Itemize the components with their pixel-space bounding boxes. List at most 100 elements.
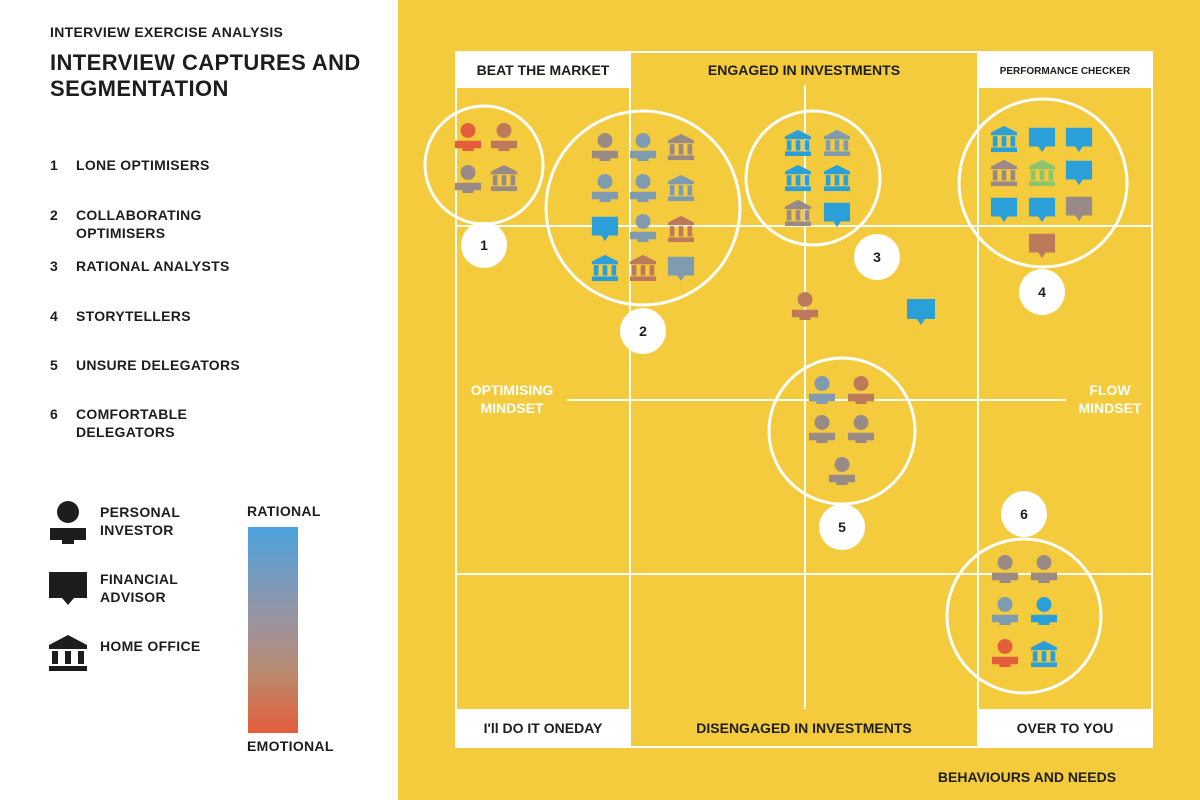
home-office-icon	[990, 125, 1018, 153]
cluster-number: 1	[480, 237, 488, 253]
cluster-number: 6	[1020, 506, 1028, 522]
home-office-icon	[784, 129, 812, 157]
cluster-badge-3: 3	[854, 234, 900, 280]
corner-label-over-to-you: OVER TO YOU	[1017, 720, 1114, 736]
personal-investor-icon	[629, 174, 657, 202]
personal-investor-icon	[454, 165, 482, 193]
personal-investor-icon	[828, 457, 856, 485]
legend-home-label: HOME OFFICE	[100, 638, 201, 654]
cluster-badge-4: 4	[1019, 269, 1065, 315]
financial-advisor-icon	[823, 202, 851, 228]
segment-label: STORYTELLERS	[76, 308, 191, 324]
footer-label: BEHAVIOURS AND NEEDS	[938, 769, 1116, 785]
segment-number: 6	[50, 406, 59, 422]
personal-investor-icon	[490, 123, 518, 151]
legend-advisor-label: FINANCIAL ADVISOR	[100, 571, 178, 605]
personal-investor-icon	[1030, 555, 1058, 583]
personal-investor-icon	[1030, 597, 1058, 625]
personal-investor-icon	[629, 214, 657, 242]
scale-bottom-label: EMOTIONAL	[247, 738, 334, 754]
cluster-number: 5	[838, 519, 846, 535]
home-office-icon	[667, 174, 695, 202]
financial-advisor-icon	[1028, 197, 1056, 223]
segment-label: UNSURE DELEGATORS	[76, 357, 241, 373]
segment-label: RATIONAL ANALYSTS	[76, 258, 230, 274]
home-office-icon	[490, 164, 518, 192]
right-axis-label-2: MINDSET	[1079, 400, 1142, 416]
home-office-icon	[49, 635, 87, 671]
cluster-number: 3	[873, 249, 881, 265]
cluster-badge-6: 6	[1001, 491, 1047, 537]
financial-advisor-icon	[667, 256, 695, 282]
segment-label: COLLABORATING OPTIMISERS	[76, 207, 202, 241]
home-office-icon	[784, 164, 812, 192]
corner-label-beat-the-market: BEAT THE MARKET	[477, 62, 610, 78]
scale-top-label: RATIONAL	[247, 503, 321, 519]
personal-investor-icon	[791, 292, 819, 320]
top-center-label: ENGAGED IN INVESTMENTS	[708, 62, 900, 78]
cluster-badge-1: 1	[461, 222, 507, 268]
financial-advisor-icon	[1065, 127, 1093, 153]
personal-investor-icon	[991, 639, 1019, 667]
corner-label-performance-checker: PERFORMANCE CHECKER	[1000, 66, 1131, 77]
personal-investor-icon	[991, 597, 1019, 625]
segment-number: 2	[50, 207, 59, 223]
financial-advisor-icon	[1065, 196, 1093, 222]
personal-investor-icon	[991, 555, 1019, 583]
page-kicker: INTERVIEW EXERCISE ANALYSIS	[50, 24, 284, 40]
home-office-icon	[784, 199, 812, 227]
segment-number: 4	[50, 308, 59, 324]
financial-advisor-icon	[990, 197, 1018, 223]
personal-investor-icon	[591, 133, 619, 161]
segment-label: LONE OPTIMISERS	[76, 157, 210, 173]
cluster-number: 2	[639, 323, 647, 339]
financial-advisor-icon	[1028, 233, 1056, 259]
personal-investor-icon	[629, 133, 657, 161]
corner-box-br	[978, 709, 1152, 747]
home-office-icon	[629, 254, 657, 282]
segment-number: 1	[50, 157, 59, 173]
personal-investor-icon	[847, 376, 875, 404]
cluster-circle-1	[423, 104, 545, 226]
home-office-icon	[1028, 159, 1056, 187]
financial-advisor-icon	[1065, 160, 1093, 186]
matrix-frame	[455, 51, 1153, 748]
cluster-circle-6	[945, 537, 1103, 695]
home-office-icon	[667, 215, 695, 243]
home-office-icon	[591, 254, 619, 282]
cluster-circle-3	[744, 109, 882, 247]
page-title: INTERVIEW CAPTURES AND SEGMENTATION	[50, 50, 361, 101]
cluster-circle-4	[957, 97, 1129, 269]
financial-advisor-icon	[49, 572, 87, 605]
personal-investor-icon	[808, 415, 836, 443]
financial-advisor-icon	[1028, 127, 1056, 153]
corner-box-tr	[978, 52, 1152, 88]
right-axis-label-1: FLOW	[1089, 382, 1131, 398]
cluster-badge-5: 5	[819, 504, 865, 550]
left-axis-label-1: OPTIMISING	[471, 382, 554, 398]
home-office-icon	[667, 133, 695, 161]
corner-box-tl	[456, 52, 630, 88]
personal-investor-icon	[50, 501, 86, 544]
home-office-icon	[990, 159, 1018, 187]
home-office-icon	[1030, 640, 1058, 668]
segment-number: 5	[50, 357, 59, 373]
rational-emotional-scale	[248, 527, 298, 733]
legend-panel: INTERVIEW EXERCISE ANALYSIS INTERVIEW CA…	[0, 0, 398, 800]
segment-number: 3	[50, 258, 59, 274]
cluster-number: 4	[1038, 284, 1046, 300]
personal-investor-icon	[808, 376, 836, 404]
personal-investor-icon	[454, 123, 482, 151]
personal-investor-icon	[847, 415, 875, 443]
financial-advisor-icon	[591, 216, 619, 242]
left-axis-label-2: MINDSET	[481, 400, 544, 416]
home-office-icon	[823, 164, 851, 192]
corner-box-bl	[456, 709, 630, 747]
personal-investor-icon	[591, 174, 619, 202]
financial-advisor-icon	[907, 299, 935, 325]
home-office-icon	[823, 129, 851, 157]
legend-personal-label: PERSONAL INVESTOR	[100, 504, 180, 538]
cluster-circle-2	[544, 109, 742, 307]
segment-label: COMFORTABLE DELEGATORS	[76, 406, 188, 440]
